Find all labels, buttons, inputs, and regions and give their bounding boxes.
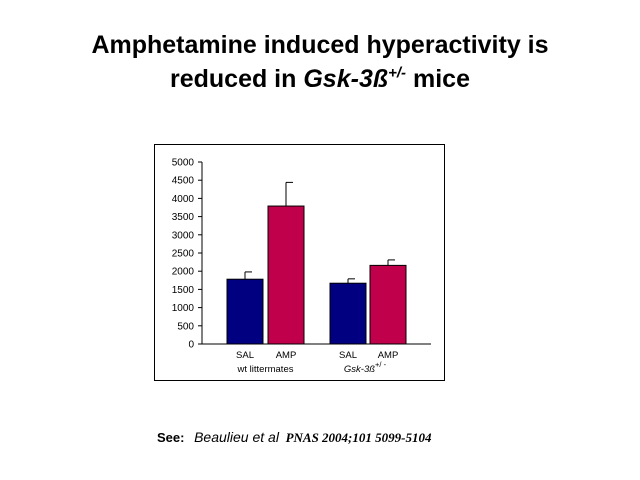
y-tick-label: 500: [177, 321, 194, 332]
group-label-genotype: Gsk-3ß+/ -: [344, 360, 387, 375]
bar: [226, 278, 264, 345]
x-tick-label: AMP: [378, 350, 399, 361]
y-tick-label: 3000: [172, 230, 195, 241]
chart-frame: 0 500 1000 1500 2000 2500 3000 3500 4000 4500 5000…: [154, 144, 445, 381]
group-label-genotype-sup: +/ -: [375, 360, 387, 369]
x-tick-label: AMP: [276, 350, 297, 361]
y-tick-label: 3500: [172, 212, 195, 223]
y-tick-label: 4500: [172, 176, 195, 187]
group-label: wt littermates: [237, 364, 294, 375]
bar: [329, 282, 367, 345]
citation-journal: PNAS 2004;101 5099-5104: [285, 430, 432, 445]
title-gene-name: Gsk-3ß: [303, 65, 389, 93]
y-tick-label: 1500: [172, 285, 195, 296]
y-tick-label: 0: [188, 340, 194, 351]
y-tick-label: 4000: [172, 194, 195, 205]
y-tick-label: 2500: [172, 249, 195, 260]
citation-authors: Beaulieu et al: [194, 429, 279, 445]
y-tick-label: 1000: [172, 303, 195, 314]
group-label-gene: Gsk-3ß: [344, 364, 375, 375]
bar: [267, 205, 305, 345]
title-gene-genotype: +/-: [388, 64, 407, 82]
title-line-1: Amphetamine induced hyperactivity is: [91, 31, 549, 59]
y-tick-label: 5000: [172, 158, 195, 169]
citation: See: Beaulieu et al PNAS 2004;101 5099-5…: [157, 429, 431, 446]
citation-see-label: See:: [157, 430, 185, 445]
bar: [369, 264, 407, 345]
x-tick-label: SAL: [339, 350, 357, 361]
slide-title: Amphetamine induced hyperactivity is red…: [0, 28, 640, 96]
bar-chart: 0 500 1000 1500 2000 2500 3000 3500 4000 4500 5000…: [172, 158, 431, 375]
title-line-2-prefix: reduced in: [169, 65, 304, 93]
title-line-2: reduced in Gsk-3ß+/- mice: [0, 62, 640, 96]
y-tick-label: 2000: [172, 267, 195, 278]
x-tick-label: SAL: [236, 350, 254, 361]
title-line-2-suffix: mice: [406, 65, 470, 93]
